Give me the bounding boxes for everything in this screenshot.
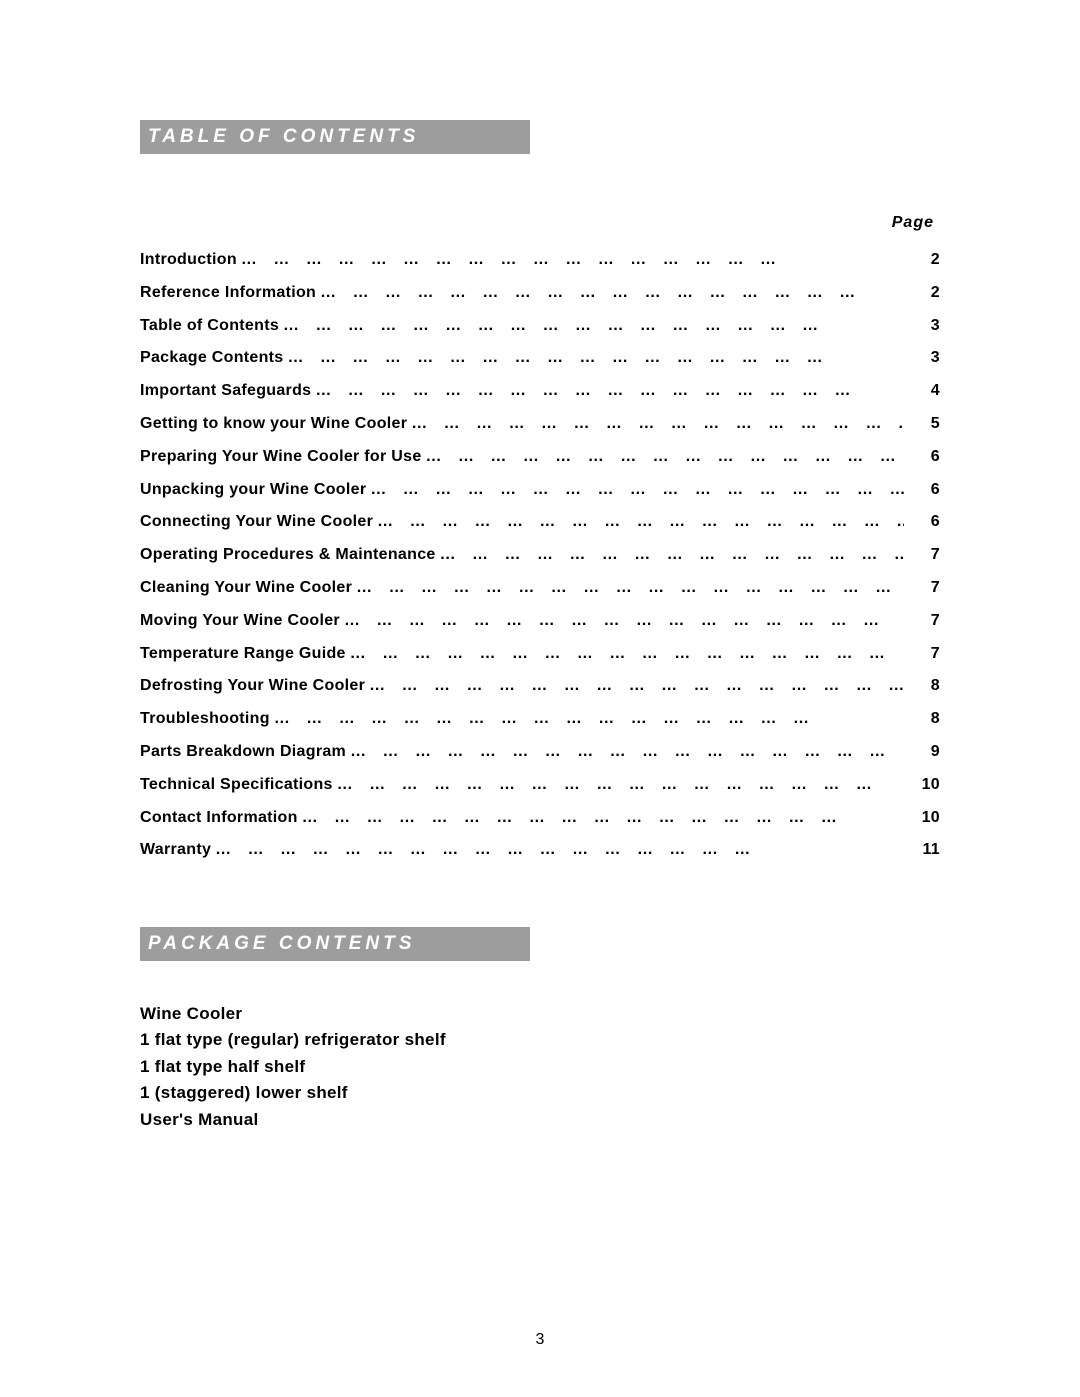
table-of-contents: Introduction2Reference Information2Table… xyxy=(140,244,940,867)
package-item: 1 flat type (regular) refrigerator shelf xyxy=(140,1027,940,1053)
toc-row: Parts Breakdown Diagram 9 xyxy=(140,736,940,769)
toc-page: 8 xyxy=(904,703,940,736)
toc-title: Technical Specifications xyxy=(140,769,333,802)
toc-title: Warranty xyxy=(140,834,211,867)
toc-row: Cleaning Your Wine Cooler 7 xyxy=(140,572,940,605)
toc-leader xyxy=(270,703,904,736)
toc-page: 7 xyxy=(904,605,940,638)
toc-page: 7 xyxy=(904,572,940,605)
toc-leader xyxy=(366,474,904,507)
toc-title: Connecting Your Wine Cooler xyxy=(140,506,373,539)
package-contents-list: Wine Cooler1 flat type (regular) refrige… xyxy=(140,1001,940,1133)
toc-title: Unpacking your Wine Cooler xyxy=(140,474,366,507)
toc-row: Troubleshooting 8 xyxy=(140,703,940,736)
toc-row: Reference Information 2 xyxy=(140,277,940,310)
toc-leader xyxy=(316,277,904,310)
toc-title: Table of Contents xyxy=(140,310,279,343)
toc-header: TABLE OF CONTENTS xyxy=(140,120,530,154)
toc-leader xyxy=(284,342,904,375)
toc-leader xyxy=(311,375,904,408)
toc-row: Operating Procedures & Maintenance 7 xyxy=(140,539,940,572)
package-item: Wine Cooler xyxy=(140,1001,940,1027)
toc-row: Warranty 11 xyxy=(140,834,940,867)
toc-leader xyxy=(346,638,904,671)
toc-leader xyxy=(346,736,904,769)
toc-page: 2 xyxy=(904,277,940,310)
toc-row: Moving Your Wine Cooler 7 xyxy=(140,605,940,638)
toc-title: Preparing Your Wine Cooler for Use xyxy=(140,441,422,474)
toc-leader xyxy=(422,441,904,474)
toc-row: Technical Specifications 10 xyxy=(140,769,940,802)
toc-row: Connecting Your Wine Cooler 6 xyxy=(140,506,940,539)
package-item: User's Manual xyxy=(140,1107,940,1133)
package-item: 1 flat type half shelf xyxy=(140,1054,940,1080)
toc-title: Troubleshooting xyxy=(140,703,270,736)
toc-page: 10 xyxy=(904,802,940,835)
toc-title: Cleaning Your Wine Cooler xyxy=(140,572,352,605)
toc-page: 2 xyxy=(904,244,940,277)
toc-row: Contact Information 10 xyxy=(140,802,940,835)
toc-leader xyxy=(407,408,904,441)
toc-page: 5 xyxy=(904,408,940,441)
toc-row: Temperature Range Guide 7 xyxy=(140,638,940,671)
toc-page-column-header: Page xyxy=(140,214,940,232)
toc-page: 3 xyxy=(904,310,940,343)
package-contents-header: PACKAGE CONTENTS xyxy=(140,927,530,961)
toc-page: 4 xyxy=(904,375,940,408)
toc-leader xyxy=(237,244,904,277)
toc-title: Contact Information xyxy=(140,802,298,835)
toc-leader xyxy=(365,670,904,703)
toc-leader xyxy=(340,605,904,638)
toc-row: Important Safeguards 4 xyxy=(140,375,940,408)
toc-title: Temperature Range Guide xyxy=(140,638,346,671)
toc-title: Important Safeguards xyxy=(140,375,311,408)
toc-title: Package Contents xyxy=(140,342,284,375)
toc-row: Unpacking your Wine Cooler 6 xyxy=(140,474,940,507)
toc-leader xyxy=(352,572,904,605)
toc-row: Defrosting Your Wine Cooler 8 xyxy=(140,670,940,703)
toc-leader xyxy=(211,834,904,867)
toc-title: Getting to know your Wine Cooler xyxy=(140,408,407,441)
toc-page: 11 xyxy=(904,834,940,867)
toc-title: Moving Your Wine Cooler xyxy=(140,605,340,638)
toc-title: Reference Information xyxy=(140,277,316,310)
toc-title: Operating Procedures & Maintenance xyxy=(140,539,436,572)
toc-page: 6 xyxy=(904,441,940,474)
toc-page: 8 xyxy=(904,670,940,703)
toc-title: Defrosting Your Wine Cooler xyxy=(140,670,365,703)
toc-page: 6 xyxy=(904,474,940,507)
toc-title: Parts Breakdown Diagram xyxy=(140,736,346,769)
toc-leader xyxy=(279,310,904,343)
toc-row: Getting to know your Wine Cooler 5 xyxy=(140,408,940,441)
toc-page: 9 xyxy=(904,736,940,769)
toc-row: Introduction 2 xyxy=(140,244,940,277)
toc-leader xyxy=(373,506,904,539)
toc-page: 7 xyxy=(904,539,940,572)
toc-title: Introduction xyxy=(140,244,237,277)
toc-page: 7 xyxy=(904,638,940,671)
toc-row: Table of Contents 3 xyxy=(140,310,940,343)
toc-page: 10 xyxy=(904,769,940,802)
toc-row: Package Contents 3 xyxy=(140,342,940,375)
page-number: 3 xyxy=(536,1331,545,1349)
toc-row: Preparing Your Wine Cooler for Use 6 xyxy=(140,441,940,474)
package-item: 1 (staggered) lower shelf xyxy=(140,1080,940,1106)
toc-page: 6 xyxy=(904,506,940,539)
toc-page: 3 xyxy=(904,342,940,375)
toc-leader xyxy=(298,802,904,835)
toc-leader xyxy=(436,539,904,572)
toc-leader xyxy=(333,769,904,802)
